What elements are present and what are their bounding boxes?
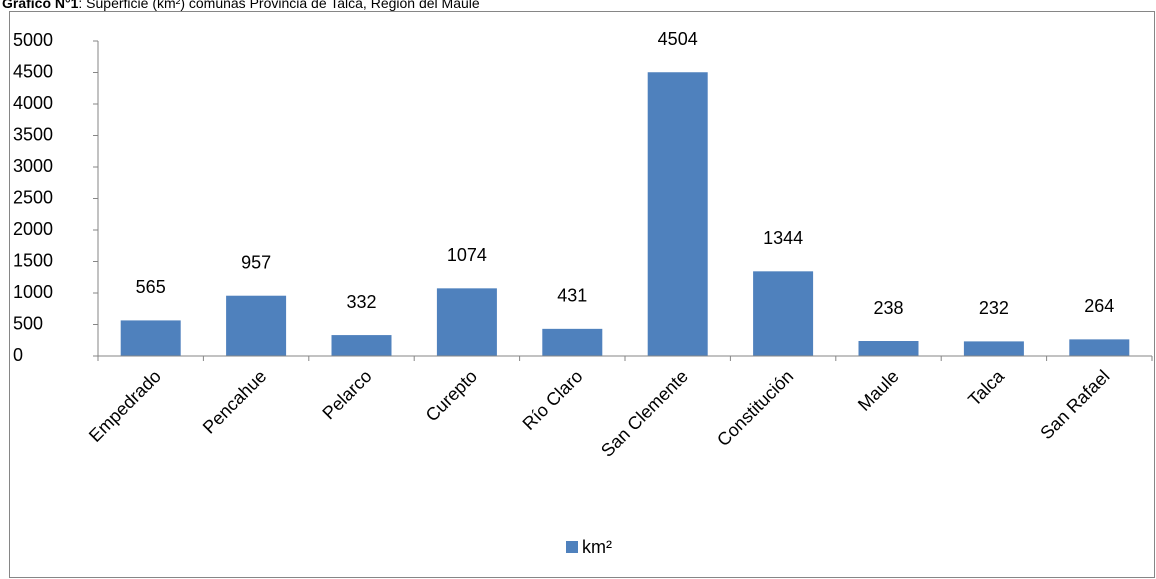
y-tick-label: 4000 (13, 93, 53, 113)
data-label: 1344 (763, 228, 803, 248)
y-tick-label: 3000 (13, 156, 53, 176)
data-label: 1074 (447, 245, 487, 265)
data-label: 238 (873, 298, 903, 318)
chart-frame (9, 11, 1155, 578)
x-tick-label: Río Claro (519, 366, 587, 434)
data-label: 431 (557, 286, 587, 306)
y-tick-label: 2500 (13, 187, 53, 207)
x-tick-label: Pelarco (318, 366, 375, 423)
chart-title: Gráfico N°1: Superficie (km²) comunas Pr… (2, 0, 480, 11)
bar (1069, 339, 1130, 356)
y-tick-label: 0 (13, 345, 23, 365)
data-label: 332 (346, 292, 376, 312)
x-tick-label: Pencahue (199, 366, 270, 437)
y-tick-label: 2000 (13, 219, 53, 239)
x-tick-label: Curepto (422, 366, 481, 425)
data-label: 565 (136, 277, 166, 297)
bar (963, 341, 1024, 356)
data-label: 957 (241, 252, 271, 272)
title-prefix: Gráfico N°1 (2, 0, 79, 11)
y-tick-label: 4500 (13, 61, 53, 81)
legend-label: km² (582, 537, 612, 557)
data-label: 4504 (658, 29, 698, 49)
x-tick-label: Talca (964, 365, 1009, 410)
y-tick-label: 1500 (13, 250, 53, 270)
bar (753, 271, 814, 356)
y-tick-label: 1000 (13, 282, 53, 302)
y-tick-label: 3500 (13, 124, 53, 144)
data-label: 232 (979, 298, 1009, 318)
bar (542, 328, 603, 356)
title-text: : Superficie (km²) comunas Provincia de … (78, 0, 479, 11)
y-tick-label: 5000 (13, 30, 53, 50)
bar (647, 72, 708, 357)
data-label: 264 (1084, 296, 1114, 316)
bar (858, 341, 919, 356)
bar (120, 320, 181, 356)
legend-swatch (566, 541, 578, 553)
bar (226, 295, 287, 356)
x-tick-label: Constitución (713, 366, 797, 450)
x-tick-label: Empedrado (85, 366, 165, 446)
bar (436, 288, 497, 356)
bar (331, 335, 392, 356)
x-tick-label: Maule (854, 366, 903, 415)
x-tick-label: San Rafael (1036, 366, 1113, 443)
y-tick-label: 500 (13, 313, 43, 333)
x-tick-label: San Clemente (597, 366, 692, 461)
